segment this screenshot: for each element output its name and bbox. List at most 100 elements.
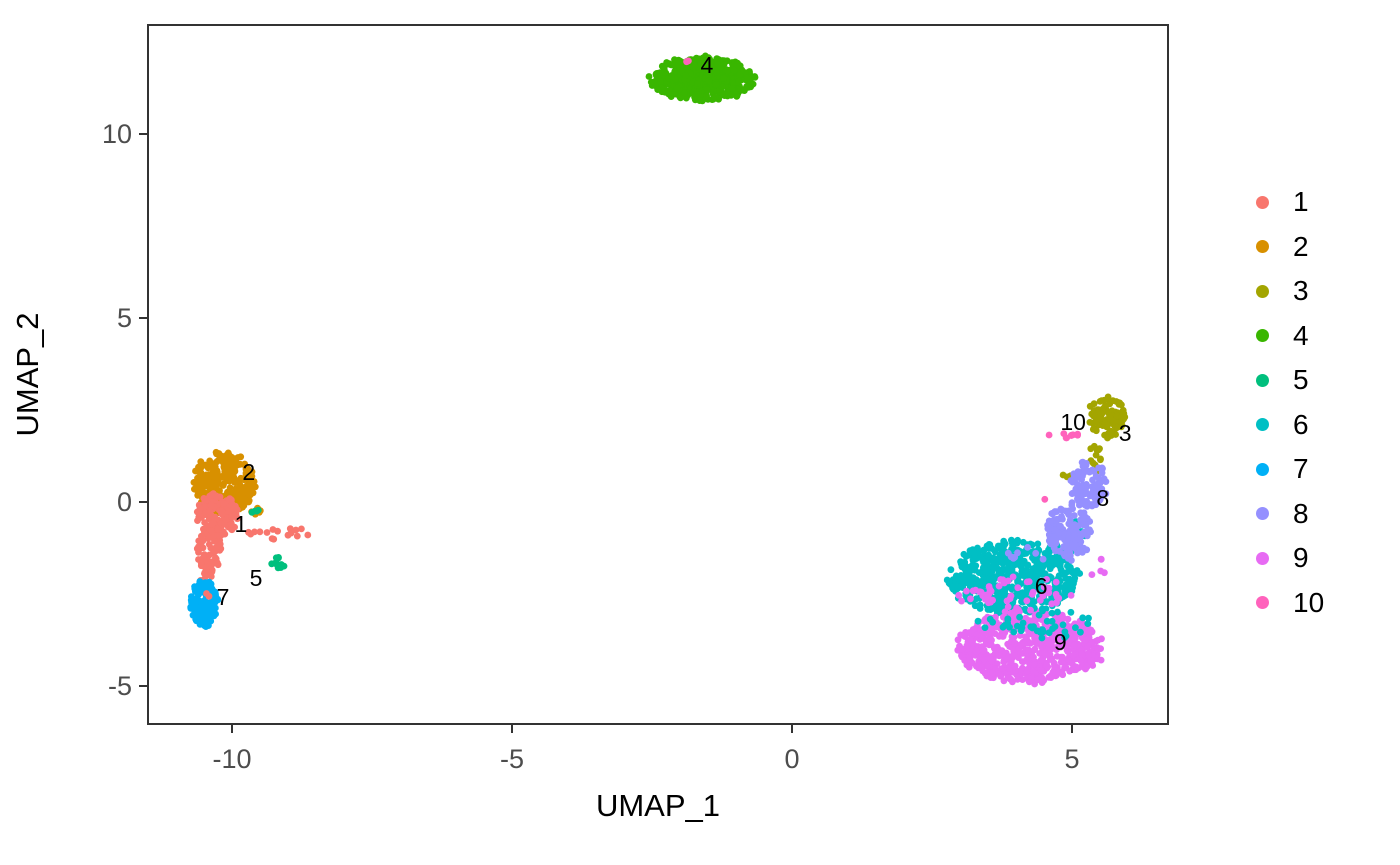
data-point-cluster-2 (197, 469, 205, 476)
legend-label: 10 (1293, 586, 1325, 618)
data-point-cluster-1 (293, 532, 301, 540)
data-point-cluster-1 (222, 516, 230, 523)
data-point-cluster-9 (1040, 583, 1048, 591)
data-point-cluster-9 (961, 633, 969, 640)
legend-label: 5 (1293, 364, 1309, 396)
data-point-cluster-1 (198, 535, 206, 542)
data-point-cluster-6 (1049, 625, 1056, 632)
y-tick-label: 5 (117, 303, 132, 333)
data-point-cluster-8 (1014, 549, 1021, 557)
data-point-cluster-9 (1006, 664, 1013, 672)
cluster-label-3: 3 (1119, 420, 1132, 446)
data-point-cluster-6 (996, 602, 1004, 609)
data-point-cluster-8 (1032, 549, 1040, 557)
data-point-cluster-3 (1098, 397, 1105, 404)
data-point-cluster-9 (995, 582, 1003, 590)
data-point-cluster-9 (1010, 633, 1018, 641)
data-point-cluster-3 (1115, 401, 1123, 408)
data-point-cluster-6 (1072, 569, 1079, 577)
data-point-cluster-9 (1017, 641, 1025, 648)
data-point-cluster-1 (298, 525, 305, 533)
data-point-cluster-9 (966, 656, 974, 663)
data-point-cluster-3 (1117, 423, 1125, 431)
data-point-cluster-6 (1004, 616, 1012, 624)
data-point-cluster-3 (1097, 455, 1104, 463)
data-point-cluster-4 (671, 56, 678, 64)
data-point-cluster-9 (1055, 594, 1063, 602)
data-point-cluster-9 (1047, 674, 1055, 681)
data-point-cluster-3 (1110, 418, 1118, 426)
data-point-cluster-9 (1028, 590, 1036, 598)
legend-label: 1 (1293, 186, 1309, 218)
data-point-cluster-4 (717, 63, 725, 71)
data-point-cluster-4 (736, 71, 743, 79)
data-point-cluster-8 (1039, 555, 1047, 563)
plot-panel-border (147, 24, 1169, 725)
data-point-cluster-6 (1062, 581, 1069, 589)
x-tick-label: 5 (1064, 744, 1079, 774)
data-point-cluster-6 (1059, 621, 1067, 629)
data-point-cluster-9 (1006, 595, 1014, 602)
data-point-cluster-6 (1041, 550, 1049, 557)
data-point-cluster-2 (247, 491, 254, 499)
data-point-cluster-2 (235, 493, 243, 501)
data-point-cluster-9 (1082, 636, 1090, 644)
x-tick-label: -10 (212, 744, 251, 774)
data-point-cluster-6 (1048, 617, 1056, 625)
data-point-cluster-7 (201, 599, 208, 607)
data-point-cluster-9 (1023, 634, 1030, 642)
data-point-cluster-6 (975, 549, 983, 556)
data-point-cluster-4 (720, 74, 727, 82)
legend-dot-icon (1256, 507, 1269, 521)
data-point-cluster-8 (1084, 467, 1092, 475)
data-point-cluster-1 (200, 554, 207, 562)
data-point-cluster-1 (207, 573, 215, 580)
data-point-cluster-1 (286, 525, 294, 533)
data-point-cluster-8 (1082, 489, 1090, 496)
data-point-cluster-4 (730, 66, 738, 74)
data-point-cluster-9 (1050, 659, 1058, 667)
data-point-cluster-1 (218, 507, 226, 515)
data-point-cluster-9 (1039, 591, 1047, 599)
data-point-cluster-8 (1050, 533, 1057, 541)
x-tick-label: -5 (500, 744, 524, 774)
data-point-cluster-4 (743, 74, 751, 82)
data-point-cluster-4 (669, 61, 677, 69)
data-point-cluster-2 (212, 482, 220, 489)
legend-label: 4 (1293, 319, 1309, 351)
data-point-cluster-9 (1053, 653, 1061, 660)
data-point-cluster-4 (647, 78, 655, 86)
data-point-cluster-1 (228, 521, 235, 528)
data-point-cluster-6 (1008, 536, 1015, 544)
data-point-cluster-8 (1074, 468, 1082, 476)
data-point-cluster-4 (712, 81, 720, 88)
data-point-cluster-4 (652, 70, 660, 78)
data-point-cluster-9 (1083, 663, 1091, 671)
data-point-cluster-7 (207, 580, 215, 588)
data-point-cluster-3 (1121, 413, 1129, 421)
data-point-cluster-9 (1025, 678, 1033, 686)
data-point-cluster-4 (654, 86, 662, 93)
data-point-cluster-9 (1072, 663, 1080, 671)
cluster-label-4: 4 (700, 52, 713, 78)
data-point-cluster-6 (952, 572, 960, 580)
data-point-cluster-6 (984, 606, 992, 613)
data-point-cluster-9 (998, 665, 1006, 672)
data-point-cluster-6 (1038, 561, 1046, 569)
data-point-cluster-4 (703, 92, 710, 100)
y-tick-label: 10 (102, 119, 132, 149)
data-point-cluster-2 (247, 485, 254, 493)
data-point-cluster-6 (1044, 561, 1052, 568)
data-point-cluster-5 (275, 562, 282, 570)
data-point-cluster-4 (727, 91, 735, 99)
data-point-cluster-8 (1063, 543, 1071, 551)
data-point-cluster-4 (668, 72, 675, 80)
cluster-label-9: 9 (1054, 629, 1067, 655)
data-point-cluster-2 (194, 479, 202, 487)
data-point-cluster-9 (1097, 556, 1105, 563)
data-point-cluster-6 (1006, 623, 1013, 631)
data-point-cluster-2 (201, 477, 208, 485)
data-point-cluster-9 (981, 615, 989, 623)
data-point-cluster-4 (703, 86, 711, 93)
data-point-cluster-10 (1069, 431, 1077, 439)
